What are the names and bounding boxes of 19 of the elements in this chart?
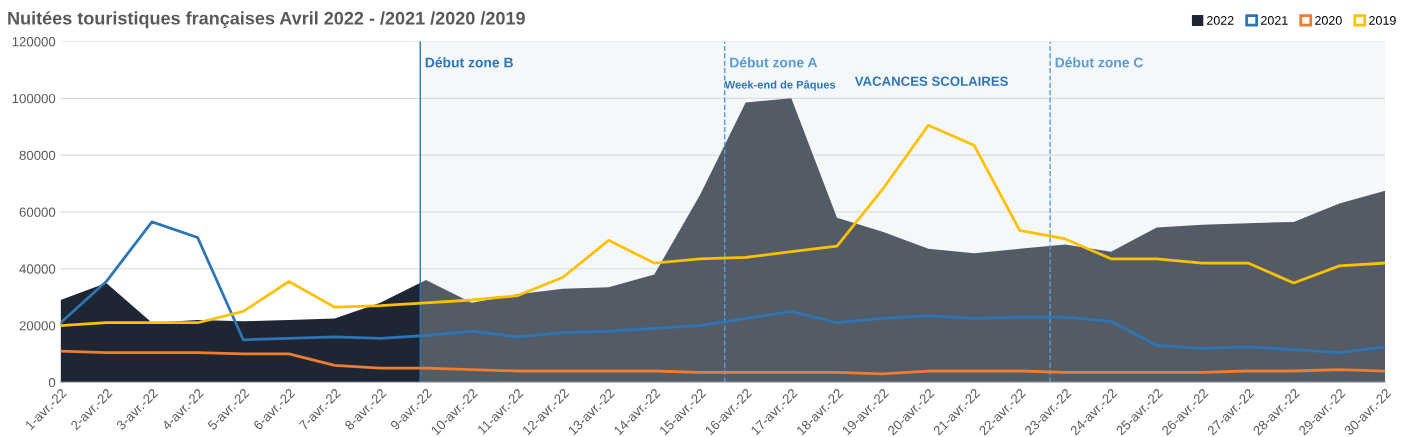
y-tick-label: 20000 — [19, 321, 56, 331]
y-tick-label: 100000 — [12, 93, 56, 104]
legend-label: 2019 — [1369, 16, 1396, 25]
legend-label: 2020 — [1315, 16, 1342, 25]
annotation: Week-end de Pâques — [724, 80, 836, 91]
y-tick-label: 120000 — [12, 37, 56, 47]
y-tick-label: 40000 — [19, 264, 56, 274]
line-series — [60, 349, 1386, 376]
y-tick-label: 80000 — [19, 150, 56, 161]
ref-line-label: Début zone B — [425, 57, 513, 68]
chart-title: Nuitées touristiques françaises Avril 2022 - /2021 /2020 /2019 — [8, 11, 525, 29]
legend-label: 2021 — [1261, 16, 1288, 25]
ref-line-label: Début zone A — [730, 57, 818, 68]
legend-label: 2022 — [1207, 16, 1234, 25]
y-tick-label: 60000 — [19, 207, 56, 217]
band-label: VACANCES SCOLAIRES — [854, 76, 1008, 86]
y-tick-label: 0 — [48, 377, 56, 388]
line-series — [60, 123, 1386, 327]
ref-line-label: Début zone C — [1055, 57, 1144, 68]
